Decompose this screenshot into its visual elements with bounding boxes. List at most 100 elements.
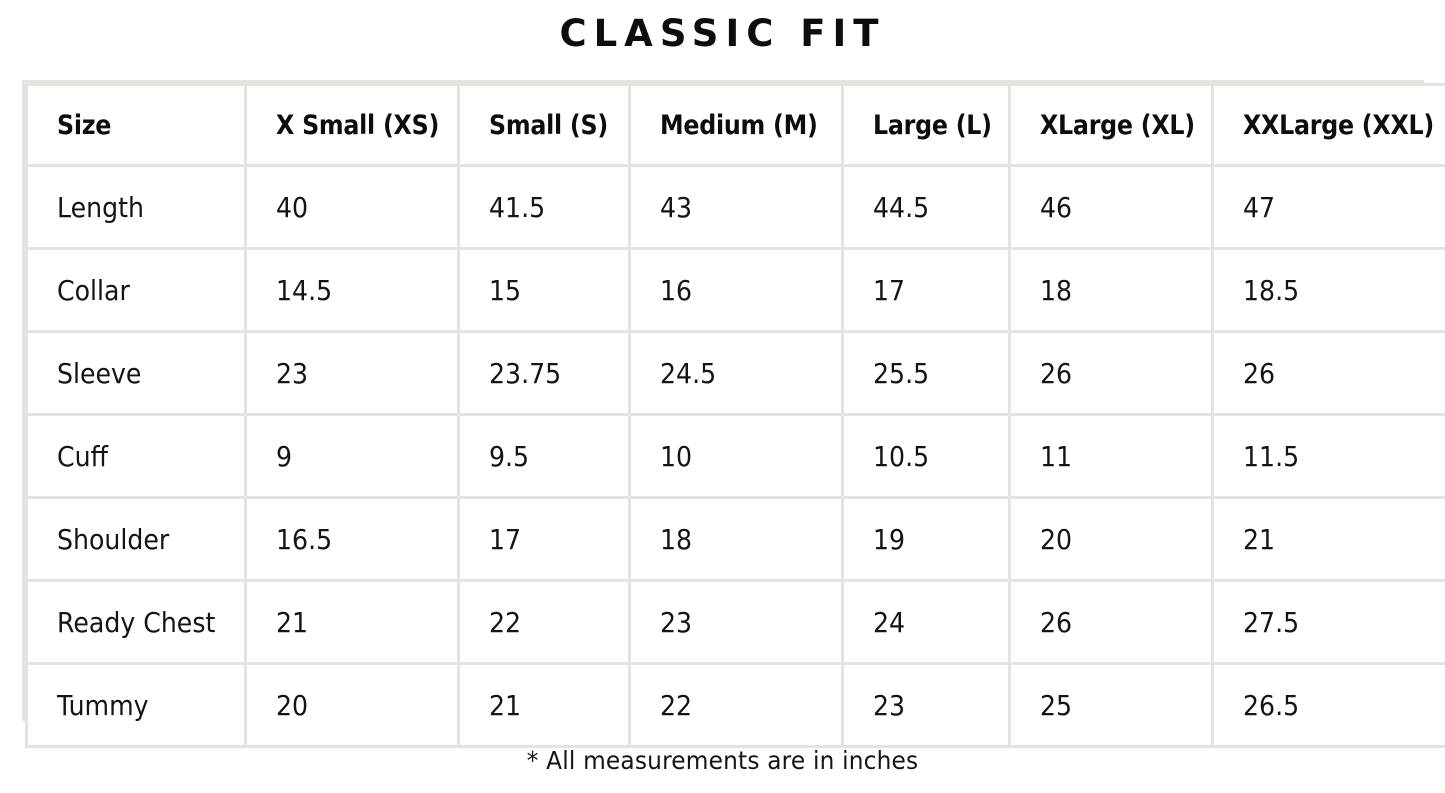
cell-value: 23 <box>276 356 309 390</box>
cell-value: 11.5 <box>1243 439 1300 473</box>
cell-value: 17 <box>873 273 906 307</box>
table-cell: 21 <box>460 665 628 745</box>
row-label: Collar <box>28 250 244 330</box>
row-label-text: Shoulder <box>57 522 170 556</box>
cell-value: 43 <box>660 190 693 224</box>
row-label: Cuff <box>28 416 244 496</box>
cell-value: 23 <box>873 688 906 722</box>
cell-value: 20 <box>276 688 309 722</box>
table-cell: 43 <box>631 167 841 247</box>
column-header-label: Medium (M) <box>660 109 818 141</box>
column-header-xs: X Small (XS) <box>247 86 457 164</box>
table-cell: 11.5 <box>1214 416 1445 496</box>
cell-value: 26 <box>1243 356 1276 390</box>
column-header-label: Small (S) <box>489 109 608 141</box>
table-cell: 16 <box>631 250 841 330</box>
cell-value: 47 <box>1243 190 1276 224</box>
size-table: Size X Small (XS) Small (S) Medium (M) L… <box>25 83 1445 748</box>
column-header-label: Size <box>57 109 112 141</box>
table-cell: 22 <box>631 665 841 745</box>
table-cell: 44.5 <box>844 167 1008 247</box>
table-cell: 9.5 <box>460 416 628 496</box>
row-label-text: Tummy <box>57 688 149 722</box>
table-cell: 27.5 <box>1214 582 1445 662</box>
table-cell: 18 <box>631 499 841 579</box>
cell-value: 18 <box>660 522 693 556</box>
cell-value: 23.75 <box>489 356 562 390</box>
table-row: Length 40 41.5 43 44.5 46 47 <box>28 167 1445 247</box>
table-cell: 40 <box>247 167 457 247</box>
cell-value: 10.5 <box>873 439 930 473</box>
column-header-xl: XLarge (XL) <box>1011 86 1211 164</box>
table-cell: 21 <box>1214 499 1445 579</box>
column-header-label: X Small (XS) <box>276 109 440 141</box>
table-cell: 46 <box>1011 167 1211 247</box>
table-cell: 47 <box>1214 167 1445 247</box>
row-label: Shoulder <box>28 499 244 579</box>
table-cell: 23 <box>247 333 457 413</box>
column-header-label: XXLarge (XXL) <box>1243 109 1434 141</box>
cell-value: 15 <box>489 273 522 307</box>
cell-value: 22 <box>489 605 522 639</box>
row-label-text: Ready Chest <box>57 605 216 639</box>
table-row: Ready Chest 21 22 23 24 26 27.5 <box>28 582 1445 662</box>
cell-value: 41.5 <box>489 190 546 224</box>
cell-value: 22 <box>660 688 693 722</box>
column-header-label: Large (L) <box>873 109 992 141</box>
cell-value: 27.5 <box>1243 605 1300 639</box>
column-header-label: XLarge (XL) <box>1040 109 1195 141</box>
cell-value: 18.5 <box>1243 273 1300 307</box>
cell-value: 25.5 <box>873 356 930 390</box>
cell-value: 26.5 <box>1243 688 1300 722</box>
cell-value: 19 <box>873 522 906 556</box>
row-label-text: Length <box>57 190 144 224</box>
cell-value: 9 <box>276 439 293 473</box>
cell-value: 44.5 <box>873 190 930 224</box>
table-cell: 14.5 <box>247 250 457 330</box>
table-cell: 10 <box>631 416 841 496</box>
table-cell: 15 <box>460 250 628 330</box>
table-cell: 26 <box>1011 333 1211 413</box>
cell-value: 16.5 <box>276 522 333 556</box>
table-cell: 9 <box>247 416 457 496</box>
cell-value: 26 <box>1040 356 1073 390</box>
column-header-xxl: XXLarge (XXL) <box>1214 86 1445 164</box>
cell-value: 23 <box>660 605 693 639</box>
table-cell: 20 <box>1011 499 1211 579</box>
table-row: Tummy 20 21 22 23 25 26.5 <box>28 665 1445 745</box>
table-cell: 17 <box>460 499 628 579</box>
table-cell: 26.5 <box>1214 665 1445 745</box>
row-label-text: Sleeve <box>57 356 142 390</box>
table-header-row: Size X Small (XS) Small (S) Medium (M) L… <box>28 86 1445 164</box>
page-title: CLASSIC FIT <box>559 12 886 55</box>
row-label: Sleeve <box>28 333 244 413</box>
table-cell: 25 <box>1011 665 1211 745</box>
cell-value: 46 <box>1040 190 1073 224</box>
column-header-m: Medium (M) <box>631 86 841 164</box>
cell-value: 21 <box>489 688 522 722</box>
column-header-l: Large (L) <box>844 86 1008 164</box>
cell-value: 14.5 <box>276 273 333 307</box>
row-label-text: Collar <box>57 273 130 307</box>
row-label: Length <box>28 167 244 247</box>
column-header-s: Small (S) <box>460 86 628 164</box>
cell-value: 18 <box>1040 273 1073 307</box>
cell-value: 40 <box>276 190 309 224</box>
table-cell: 23 <box>631 582 841 662</box>
measurement-units-note-text: * All measurements are in inches <box>526 746 919 775</box>
table-cell: 24.5 <box>631 333 841 413</box>
column-header-size: Size <box>28 86 244 164</box>
table-cell: 41.5 <box>460 167 628 247</box>
row-label: Ready Chest <box>28 582 244 662</box>
cell-value: 9.5 <box>489 439 530 473</box>
table-cell: 21 <box>247 582 457 662</box>
table-cell: 20 <box>247 665 457 745</box>
table-cell: 17 <box>844 250 1008 330</box>
row-label-text: Cuff <box>57 439 108 473</box>
cell-value: 11 <box>1040 439 1073 473</box>
cell-value: 24 <box>873 605 906 639</box>
table-cell: 19 <box>844 499 1008 579</box>
measurement-units-note: * All measurements are in inches <box>0 746 1445 775</box>
cell-value: 17 <box>489 522 522 556</box>
